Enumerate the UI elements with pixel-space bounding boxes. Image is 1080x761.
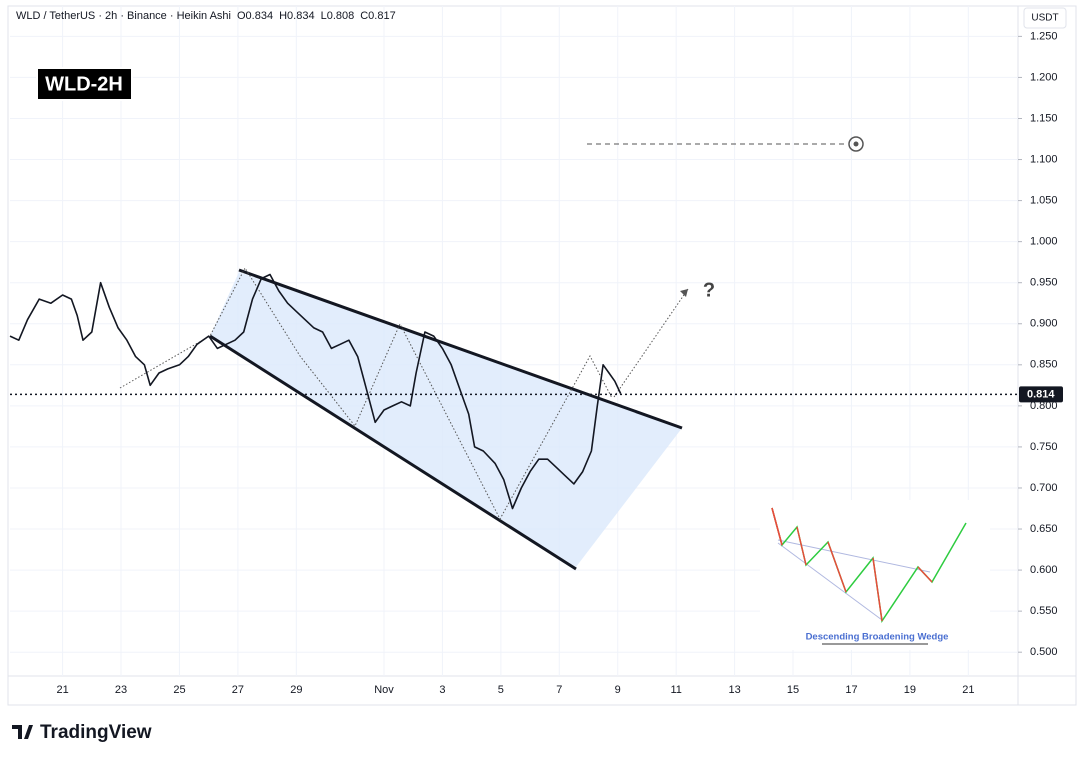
inset-lower — [777, 542, 883, 621]
logo-mark — [12, 725, 33, 739]
y-tick-label: 0.850 — [1030, 359, 1058, 371]
projection — [613, 288, 689, 398]
high: H0.834 — [279, 10, 314, 22]
symbol: WLD / TetherUS · 2h · Binance · Heikin A… — [16, 10, 231, 22]
grid — [10, 6, 1018, 676]
y-tick-label: 0.700 — [1030, 482, 1058, 494]
x-tick-label: 27 — [232, 684, 244, 696]
y-tick-label: 0.950 — [1030, 277, 1058, 289]
y-tick-label: 1.250 — [1030, 30, 1058, 42]
wedge-upper — [238, 268, 683, 430]
x-tick-label: 19 — [904, 684, 916, 696]
y-tick-label: 0.550 — [1030, 605, 1058, 617]
y-tick-label: 1.000 — [1030, 236, 1058, 248]
header: WLD / TetherUS · 2h · Binance · Heikin A… — [16, 10, 396, 22]
open: O0.834 — [237, 10, 273, 22]
x-tick-label: 21 — [56, 684, 68, 696]
badge: WLD-2H — [45, 73, 123, 95]
y-tick-label: 0.800 — [1030, 400, 1058, 412]
x-tick-label: 15 — [787, 684, 799, 696]
wedge-fill — [210, 272, 682, 567]
last-price-box — [1019, 386, 1063, 403]
wedge-lower — [209, 334, 577, 571]
price-layer — [9, 273, 622, 510]
y-tick-label: 0.650 — [1030, 523, 1058, 535]
x-tick-label: 11 — [670, 684, 681, 696]
x-tick-label: 25 — [173, 684, 185, 696]
low: L0.808 — [321, 10, 355, 22]
projection-head — [680, 289, 688, 297]
x-tick-label: 17 — [845, 684, 857, 696]
y-tick-label: 0.750 — [1030, 441, 1058, 453]
currency: USDT — [1031, 13, 1058, 24]
x-tick-label: 21 — [962, 684, 974, 696]
x-tick-label: 29 — [290, 684, 302, 696]
y-tick-label: 0.900 — [1030, 318, 1058, 330]
x-tick-label: 9 — [615, 684, 621, 696]
close: C0.817 — [360, 10, 395, 22]
inset-title: Descending Broadening Wedge — [806, 632, 949, 643]
y-tick-label: 0.600 — [1030, 564, 1058, 576]
brand: TradingView — [40, 722, 152, 743]
badge-bg — [36, 67, 133, 101]
inset-upper — [777, 539, 931, 573]
target-ring — [848, 136, 864, 152]
y-tick-label: 1.200 — [1030, 71, 1058, 83]
x-tick-label: 23 — [115, 684, 127, 696]
logo: TradingView — [12, 722, 152, 743]
inset-red-legs — [771, 507, 933, 622]
y-tick-label: 1.100 — [1030, 153, 1058, 165]
currency-box — [1023, 7, 1067, 29]
x-tick-label: Nov — [374, 684, 394, 696]
x-tick-label: 13 — [728, 684, 740, 696]
y-tick-label: 0.500 — [1030, 646, 1058, 658]
y-tick-label: 1.050 — [1030, 195, 1058, 207]
inset: Descending Broadening Wedge — [760, 500, 990, 650]
last-price-label: 0.814 — [1027, 388, 1055, 400]
target-dot — [853, 141, 859, 147]
annotation: ? — [703, 279, 715, 301]
price-line — [9, 273, 622, 510]
x-tick-label: 3 — [439, 684, 445, 696]
y-tick-label: 1.150 — [1030, 112, 1058, 124]
x-tick-label: 7 — [556, 684, 562, 696]
x-tick-label: 5 — [498, 684, 504, 696]
